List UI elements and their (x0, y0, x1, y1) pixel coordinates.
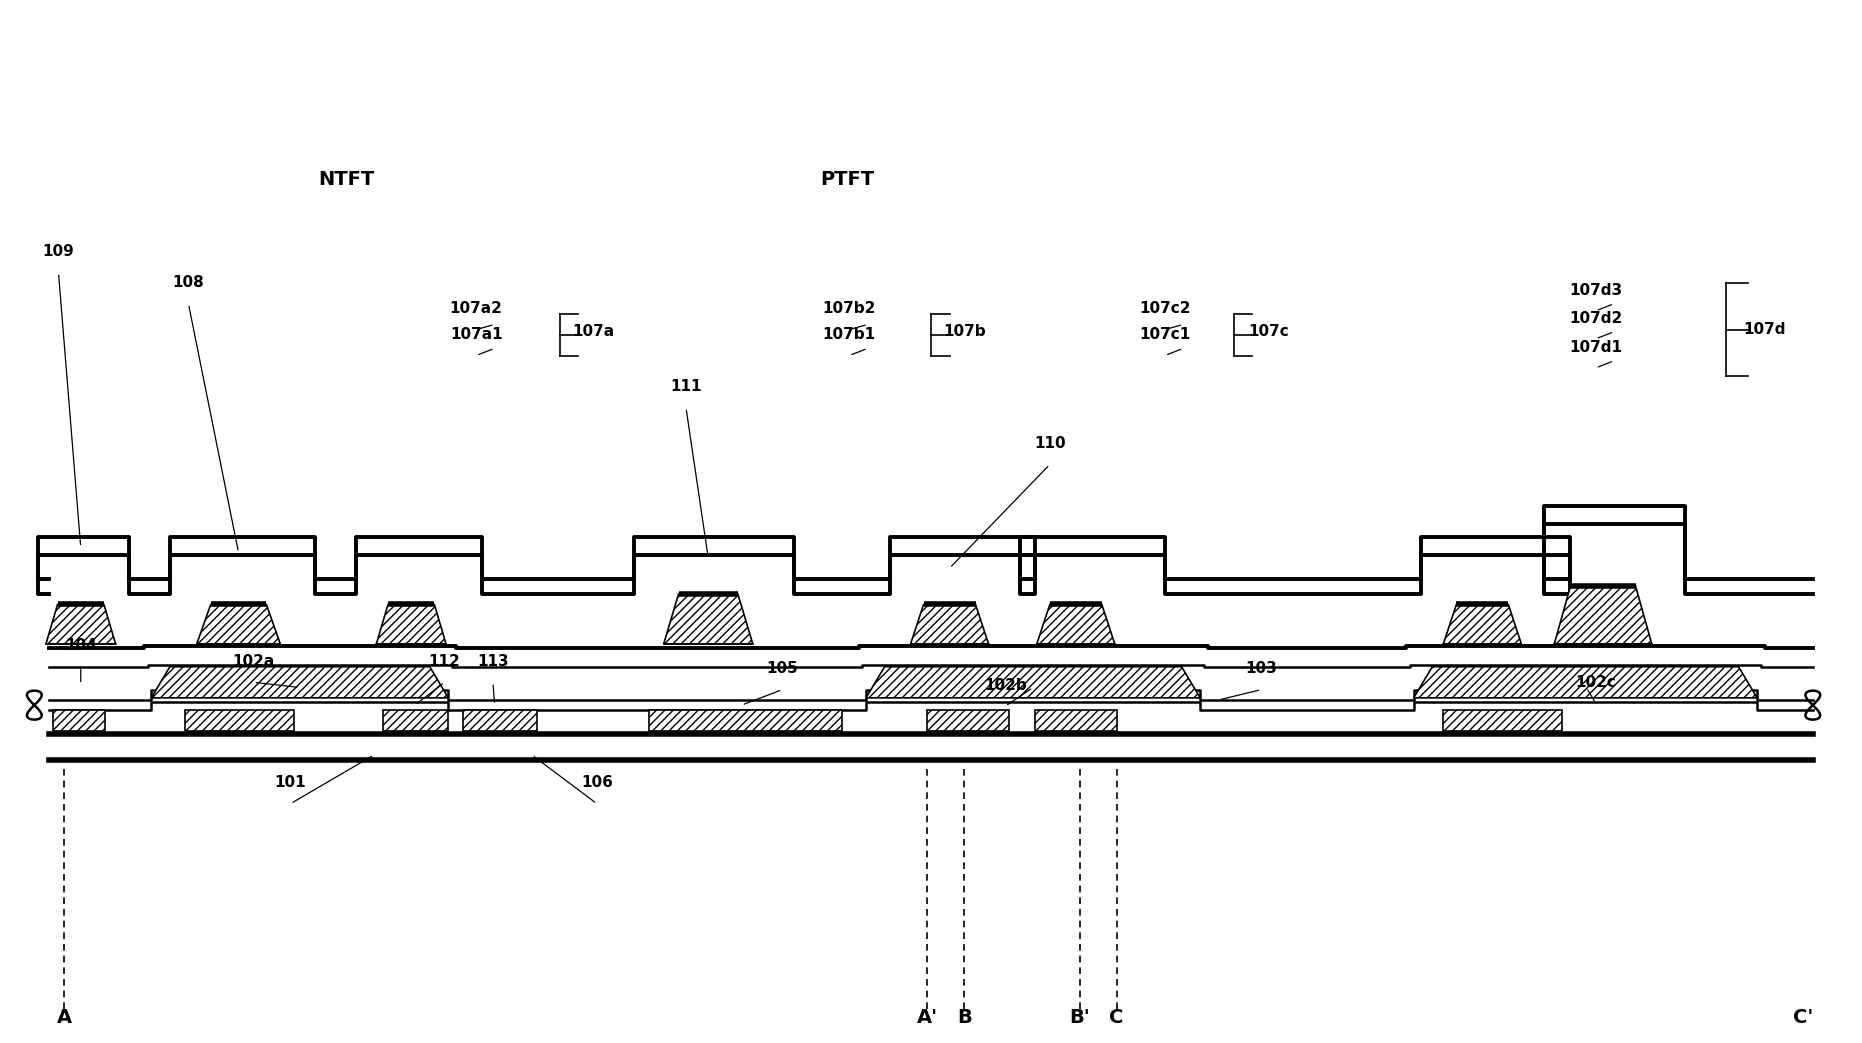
Text: 102c: 102c (1575, 675, 1616, 689)
Bar (1443, 710, 1562, 731)
Text: 103: 103 (1246, 661, 1277, 676)
Text: 104: 104 (65, 638, 97, 654)
Bar (1035, 710, 1117, 731)
Text: 107b2: 107b2 (823, 301, 875, 316)
Text: 107c: 107c (1249, 324, 1289, 339)
Text: 112: 112 (428, 654, 460, 669)
Text: 110: 110 (1033, 436, 1065, 452)
Text: 102a: 102a (233, 654, 274, 669)
Text: A: A (56, 1008, 71, 1027)
Bar (384, 710, 449, 731)
Polygon shape (663, 595, 752, 644)
Bar (927, 710, 1009, 731)
Text: 101: 101 (276, 775, 307, 791)
Bar (464, 710, 538, 731)
Polygon shape (376, 605, 447, 644)
Polygon shape (866, 666, 1201, 698)
Text: 108: 108 (173, 275, 205, 290)
Text: 109: 109 (43, 244, 74, 260)
Text: NTFT: NTFT (318, 170, 374, 189)
Text: 111: 111 (670, 380, 702, 394)
Text: 107a2: 107a2 (451, 301, 503, 316)
Text: A': A' (916, 1008, 938, 1027)
Text: 107d2: 107d2 (1570, 311, 1622, 325)
Bar (52, 710, 104, 731)
Text: B: B (957, 1008, 972, 1027)
Text: 107d3: 107d3 (1570, 283, 1622, 297)
Text: C': C' (1793, 1008, 1814, 1027)
Polygon shape (151, 666, 449, 698)
Text: 107b: 107b (944, 324, 985, 339)
Polygon shape (1555, 586, 1652, 644)
Text: C: C (1110, 1008, 1125, 1027)
Bar (184, 710, 294, 731)
Text: 107a: 107a (572, 324, 614, 339)
Text: 107b1: 107b1 (823, 328, 875, 342)
Text: 102b: 102b (983, 678, 1026, 693)
Text: 107c1: 107c1 (1140, 328, 1190, 342)
Polygon shape (1037, 605, 1115, 644)
Text: 105: 105 (767, 661, 799, 676)
Text: 107c2: 107c2 (1140, 301, 1190, 316)
Text: 107a1: 107a1 (451, 328, 503, 342)
Text: B': B' (1069, 1008, 1089, 1027)
Polygon shape (47, 605, 115, 644)
Polygon shape (911, 605, 989, 644)
Text: 113: 113 (477, 654, 508, 669)
Text: PTFT: PTFT (821, 170, 875, 189)
Text: 106: 106 (581, 775, 613, 791)
Text: 107d1: 107d1 (1570, 340, 1622, 355)
Polygon shape (1413, 666, 1758, 698)
Polygon shape (1443, 605, 1521, 644)
Text: 107d: 107d (1743, 322, 1786, 337)
Polygon shape (197, 605, 281, 644)
Bar (648, 710, 842, 731)
